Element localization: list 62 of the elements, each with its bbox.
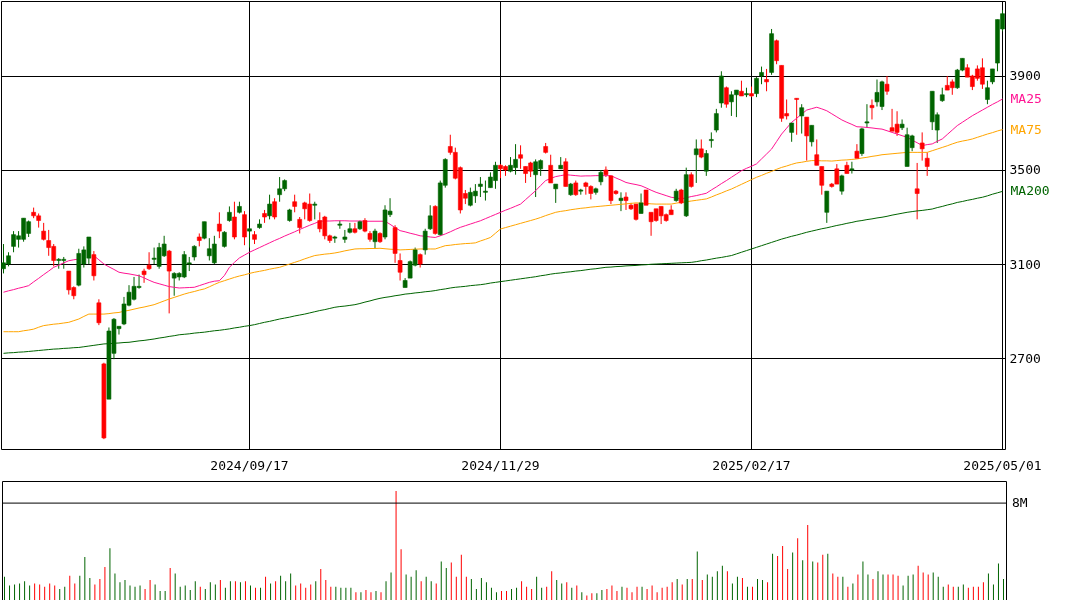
candlestick (849, 161, 855, 175)
y-tick-label: 3500 (1009, 162, 1041, 178)
candlestick (91, 250, 97, 281)
candlestick (232, 201, 237, 240)
candlestick (96, 298, 102, 326)
candlestick (814, 138, 820, 166)
candlestick (764, 68, 769, 92)
candlestick (789, 122, 794, 143)
line-series (3, 129, 1003, 333)
candlestick (819, 165, 825, 196)
candlestick (342, 229, 348, 244)
candlestick (924, 151, 930, 177)
candlestick (553, 183, 559, 204)
series-label: MA200 (1010, 183, 1050, 199)
candlestick (352, 222, 358, 234)
candlestick (427, 204, 433, 231)
y-tick-label: 2700 (1009, 350, 1041, 366)
candlestick (704, 149, 709, 177)
candlestick (774, 39, 779, 65)
candlestick (985, 80, 990, 105)
candlestick (478, 176, 483, 198)
candlestick (714, 108, 719, 133)
x-tick-label: 2025/02/17 (712, 457, 791, 473)
x-tick-label: 2024/11/29 (461, 457, 540, 473)
candlestick (518, 144, 523, 170)
candlestick (483, 180, 488, 202)
y-tick-label: 3100 (1009, 256, 1041, 272)
candlestick (422, 228, 428, 256)
series-label: MA25 (1010, 91, 1042, 107)
candlestick (217, 211, 222, 239)
candlestick (899, 118, 905, 131)
candlestick (267, 194, 272, 220)
candlestick (754, 76, 759, 98)
candlestick (799, 103, 804, 135)
candlestick (638, 193, 644, 214)
candlestick (166, 249, 172, 314)
candlestick (794, 97, 799, 136)
candlestick (804, 116, 810, 162)
candlestick (864, 103, 870, 129)
candlestick (914, 162, 920, 220)
candlestick (854, 143, 860, 159)
candlestick (337, 220, 343, 230)
series-label: MA75 (1010, 121, 1042, 137)
x-tick-label: 2025/05/01 (963, 457, 1042, 473)
ref-line-label: 8M (1012, 495, 1028, 511)
candlestick (693, 138, 699, 184)
candlestick (242, 210, 247, 246)
candlestick (869, 98, 875, 120)
candlestick (548, 154, 553, 184)
candlestick (372, 228, 378, 250)
candlestick (809, 124, 815, 147)
candlestick (709, 131, 714, 149)
candlestick (884, 75, 890, 96)
candlestick (919, 131, 925, 162)
y-tick-label: 3900 (1009, 68, 1041, 84)
candlestick (824, 190, 830, 224)
candlestick (618, 191, 624, 212)
candlestick (66, 270, 72, 296)
candlestick (317, 211, 323, 233)
x-tick-label: 2024/09/17 (210, 457, 289, 473)
candlestick (623, 191, 629, 211)
candlestick (272, 197, 277, 220)
